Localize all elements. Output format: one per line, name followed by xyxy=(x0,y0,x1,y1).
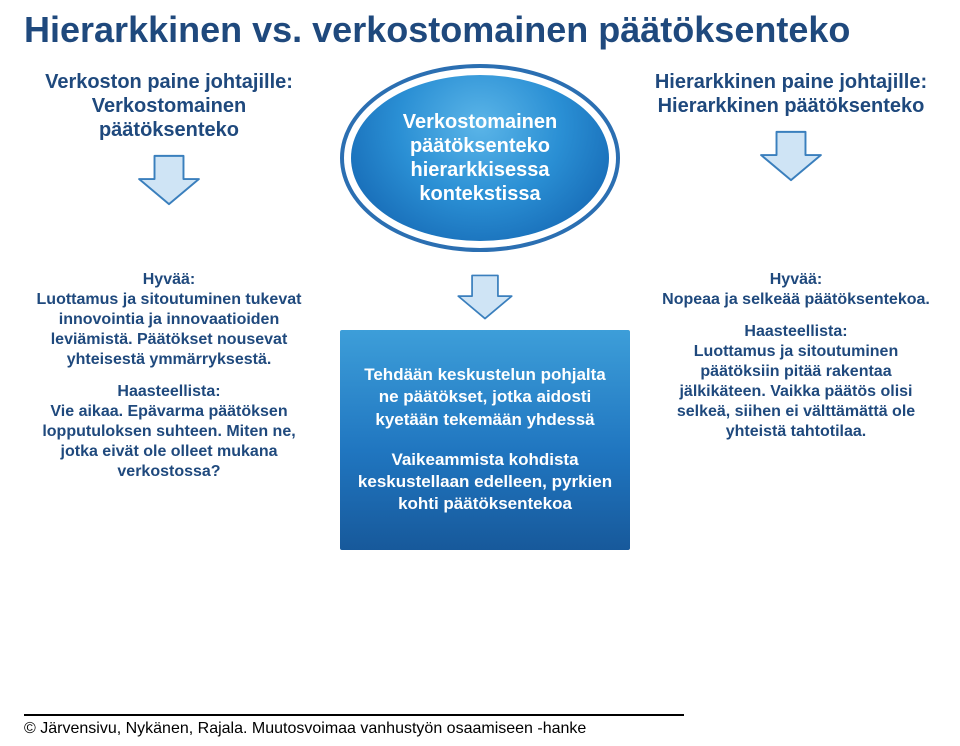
left-challenge-text: Vie aikaa. Epävarma päätöksen lopputulok… xyxy=(24,402,314,482)
panel-para-1: Tehdään keskustelun pohjalta ne päätökse… xyxy=(354,364,616,430)
slide-root: Hierarkkinen vs. verkostomainen päätökse… xyxy=(0,0,960,746)
arrow-down-icon xyxy=(134,152,204,208)
bottom-left-text: Hyvää: Luottamus ja sitoutuminen tukevat… xyxy=(24,270,314,482)
left-challenge-label: Haasteellista: xyxy=(24,382,314,402)
right-challenge-text: Luottamus ja sitoutuminen päätöksiin pit… xyxy=(656,342,936,442)
panel-para-2: Vaikeammista kohdista keskustellaan edel… xyxy=(354,449,616,515)
right-challenge-label: Haasteellista: xyxy=(656,322,936,342)
oval-text: Verkostomainen päätöksenteko hierarkkise… xyxy=(377,110,583,206)
oval-inner: Verkostomainen päätöksenteko hierarkkise… xyxy=(351,75,609,241)
top-left-column: Verkoston paine johtajille: Verkostomain… xyxy=(24,70,314,208)
right-good-text: Nopeaa ja selkeää päätöksentekoa. xyxy=(656,290,936,310)
top-row: Verkoston paine johtajille: Verkostomain… xyxy=(24,70,936,252)
bottom-row: Hyvää: Luottamus ja sitoutuminen tukevat… xyxy=(24,270,936,550)
left-heading: Verkoston paine johtajille: Verkostomain… xyxy=(24,70,314,142)
slide-title: Hierarkkinen vs. verkostomainen päätökse… xyxy=(24,10,936,50)
top-middle-column: Verkostomainen päätöksenteko hierarkkise… xyxy=(325,70,635,252)
top-right-column: Hierarkkinen paine johtajille: Hierarkki… xyxy=(646,70,936,184)
center-oval: Verkostomainen päätöksenteko hierarkkise… xyxy=(340,64,620,252)
spacer xyxy=(24,370,314,382)
arrow-down-icon xyxy=(756,128,826,184)
arrow-down-icon xyxy=(453,272,517,322)
left-good-label: Hyvää: xyxy=(24,270,314,290)
right-good-label: Hyvää: xyxy=(656,270,936,290)
bottom-middle-column: Tehdään keskustelun pohjalta ne päätökse… xyxy=(340,270,630,550)
spacer xyxy=(656,310,936,322)
middle-panel: Tehdään keskustelun pohjalta ne päätökse… xyxy=(340,330,630,550)
left-good-text: Luottamus ja sitoutuminen tukevat innovo… xyxy=(24,290,314,370)
bottom-right-text: Hyvää: Nopeaa ja selkeää päätöksentekoa.… xyxy=(656,270,936,442)
right-heading: Hierarkkinen paine johtajille: Hierarkki… xyxy=(646,70,936,118)
footer-text: © Järvensivu, Nykänen, Rajala. Muutosvoi… xyxy=(24,714,684,738)
